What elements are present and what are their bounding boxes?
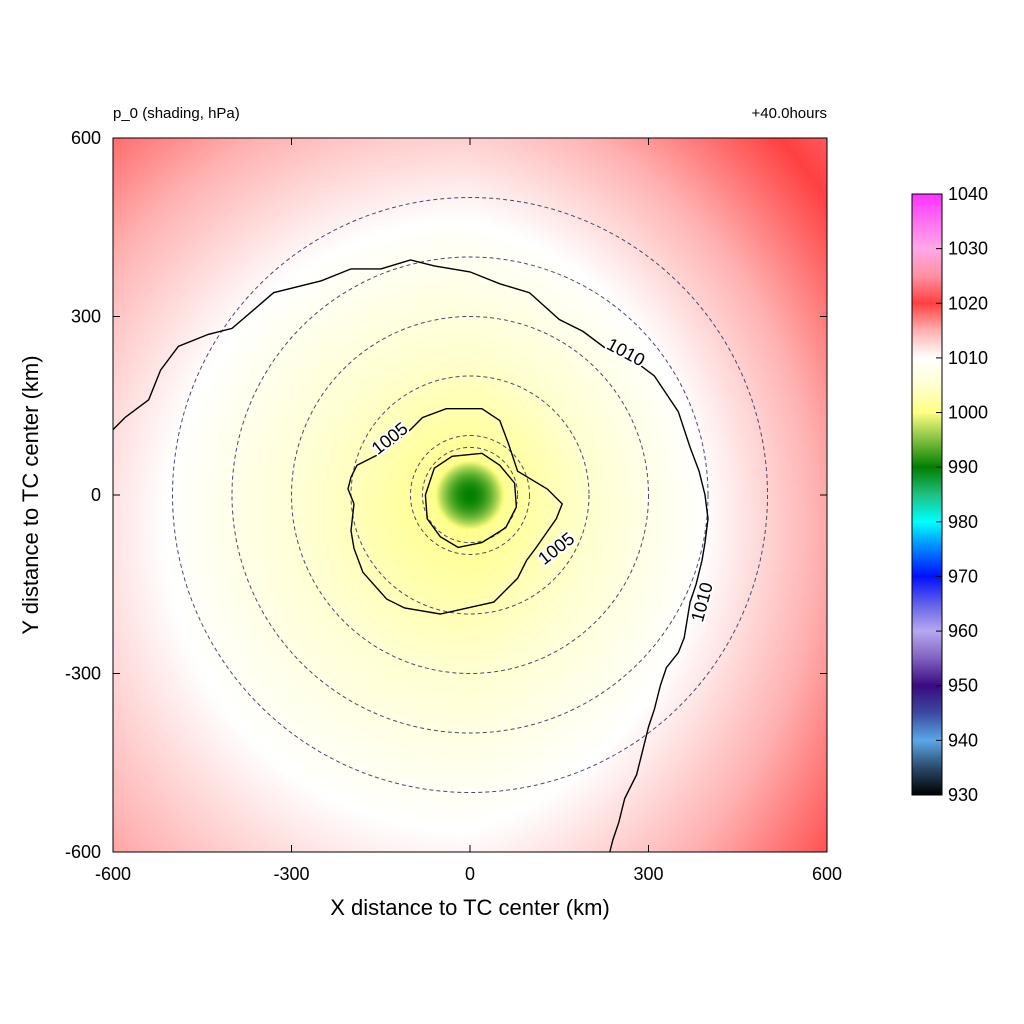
range-ring <box>410 435 530 555</box>
y-tick-label: 300 <box>71 307 101 327</box>
pressure-shading <box>113 138 827 852</box>
colorbar-tick-label: 1020 <box>948 293 988 313</box>
colorbar-tick-label: 990 <box>948 457 978 477</box>
x-axis-label: X distance to TC center (km) <box>330 895 610 920</box>
x-axis-ticks: -600 -300 0 300 600 <box>95 138 842 884</box>
colorbar-ticks: 930 940 950 960 970 980 990 1000 1010 1020 1030 104… <box>936 184 988 805</box>
contour-1010 <box>113 259 709 852</box>
colorbar-tick-label: 1000 <box>948 403 988 423</box>
colorbar-tick-label: 930 <box>948 785 978 805</box>
y-axis-label: Y distance to TC center (km) <box>18 355 43 634</box>
x-tick-label: -300 <box>273 864 309 884</box>
x-tick-label: -600 <box>95 864 131 884</box>
chart-title-left: p_0 (shading, hPa) <box>113 105 240 122</box>
range-ring <box>421 446 519 544</box>
colorbar-tick-label: 950 <box>948 676 978 696</box>
colorbar-tick-label: 1030 <box>948 239 988 259</box>
range-ring <box>172 197 768 793</box>
range-ring <box>231 256 709 734</box>
x-tick-label: 300 <box>633 864 663 884</box>
colorbar-tick-label: 970 <box>948 566 978 586</box>
colorbar-gradient <box>911 193 943 796</box>
pressure-contours <box>113 259 709 852</box>
x-tick-label: 600 <box>812 864 842 884</box>
y-axis-ticks: -600 -300 0 300 600 <box>65 128 827 862</box>
y-tick-label: 600 <box>71 128 101 148</box>
y-tick-label: -600 <box>65 842 101 862</box>
colorbar-tick-label: 1040 <box>948 184 988 204</box>
x-tick-label: 0 <box>465 864 475 884</box>
colorbar-tick-label: 940 <box>948 730 978 750</box>
colorbar: 930 940 950 960 970 980 990 1000 1010 1020 1030 104… <box>911 184 988 805</box>
range-rings <box>172 197 768 793</box>
contour-1005 <box>347 408 564 615</box>
contour-1000 <box>424 452 518 549</box>
range-ring <box>291 316 649 674</box>
chart-title-right: +40.0hours <box>752 105 827 122</box>
colorbar-tick-label: 1010 <box>948 348 988 368</box>
colorbar-tick-label: 960 <box>948 621 978 641</box>
y-tick-label: -300 <box>65 664 101 684</box>
colorbar-tick-label: 980 <box>948 512 978 532</box>
heatmap-layer <box>113 138 827 852</box>
y-tick-label: 0 <box>91 485 101 505</box>
